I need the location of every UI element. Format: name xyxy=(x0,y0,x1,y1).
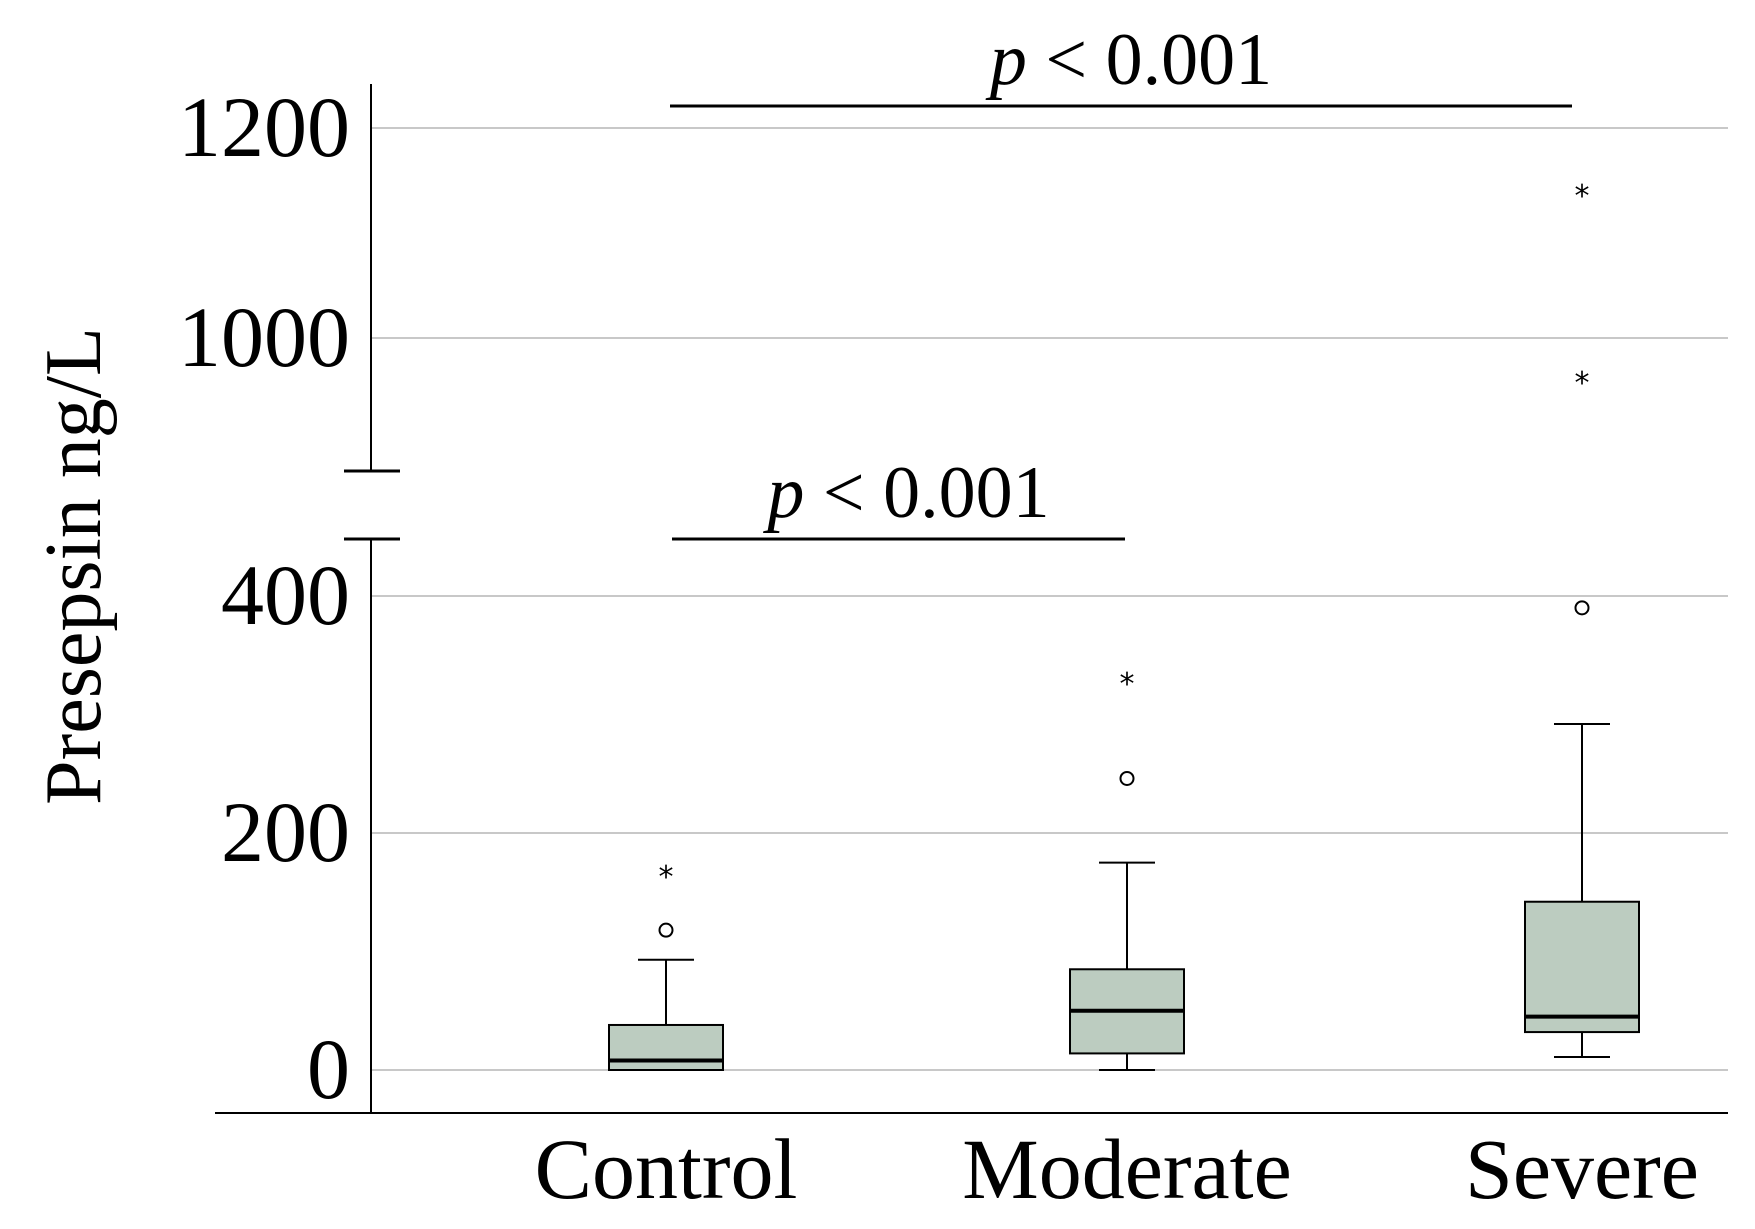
p-symbol: p xyxy=(762,452,804,534)
outlier-circle xyxy=(1574,600,1590,616)
outlier-star: * xyxy=(659,860,674,895)
outlier-star: * xyxy=(1575,179,1590,214)
outlier-star: * xyxy=(1120,667,1135,702)
outlier-circle xyxy=(1119,770,1135,786)
significance-label: p < 0.001 xyxy=(762,452,1049,534)
significance-label: p < 0.001 xyxy=(985,19,1272,101)
x-category-label: Moderate xyxy=(962,1121,1292,1217)
y-axis-title: Presepsin ng/L xyxy=(30,327,118,805)
x-category-label: Control xyxy=(535,1121,798,1217)
box-iqr xyxy=(608,1023,724,1071)
box-layer: * * * * xyxy=(608,179,1640,1071)
y-tick-label: 0 xyxy=(307,1021,350,1117)
box-iqr xyxy=(1524,900,1640,1034)
x-category-label: Severe xyxy=(1465,1121,1699,1217)
outlier-circle xyxy=(658,922,674,938)
axis-layer: 0 200 400 1000 1200 Control Moderate Severe xyxy=(178,79,1728,1217)
grid-layer xyxy=(371,127,1728,1071)
y-tick-label: 200 xyxy=(221,784,350,880)
p-value: < 0.001 xyxy=(1027,19,1272,101)
p-symbol: p xyxy=(985,19,1027,101)
y-tick-label: 1200 xyxy=(178,79,350,175)
outlier-star: * xyxy=(1575,366,1590,401)
p-value: < 0.001 xyxy=(804,452,1049,534)
y-tick-label: 400 xyxy=(221,547,350,643)
y-tick-label: 1000 xyxy=(178,289,350,385)
